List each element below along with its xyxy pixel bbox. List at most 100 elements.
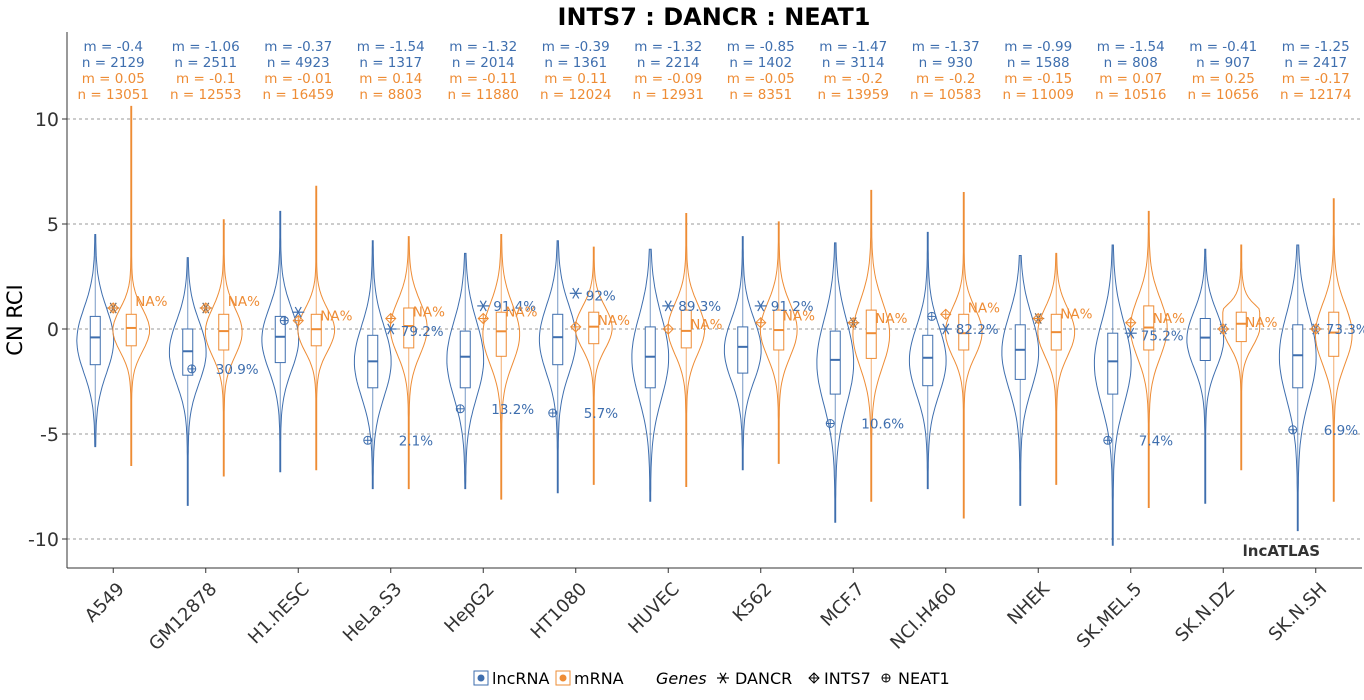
lncrna-box xyxy=(1107,332,1119,395)
neat1-marker xyxy=(1288,425,1298,435)
ints7-marker xyxy=(847,316,859,329)
ints7-marker xyxy=(1217,323,1229,335)
lncrna-percent-label: 91.2% xyxy=(771,299,814,315)
stat-label: m = 0.25 xyxy=(1192,71,1255,87)
stat-label: n = 1588 xyxy=(1007,55,1070,71)
ints7-marker xyxy=(940,308,952,321)
ints7-marker xyxy=(1310,323,1322,335)
stat-label: m = -0.41 xyxy=(1189,39,1257,55)
mrna-box xyxy=(495,311,507,357)
stat-label: m = -0.2 xyxy=(824,71,883,87)
stat-label: m = -0.99 xyxy=(1004,39,1072,55)
mrna-percent-label: NA% xyxy=(228,294,260,310)
lncrna-box xyxy=(829,330,841,395)
legend-label: mRNA xyxy=(574,669,624,688)
x-tick-label: SK.N.SH xyxy=(1265,579,1332,646)
stat-label: m = -1.37 xyxy=(912,39,980,55)
mrna-percent-label: NA% xyxy=(1060,307,1092,323)
ints7-marker xyxy=(200,302,212,314)
stat-label: m = 0.07 xyxy=(1099,71,1162,87)
stat-label: m = -0.1 xyxy=(176,71,235,87)
mrna-box xyxy=(588,311,600,345)
dancr-marker xyxy=(662,300,675,312)
stat-label: m = -0.85 xyxy=(727,39,795,55)
mrna-percent-label: NA% xyxy=(1245,315,1277,331)
stat-label: n = 1317 xyxy=(359,55,422,71)
x-tick-label: HepG2 xyxy=(440,579,498,637)
dancr-marker xyxy=(569,287,582,299)
legend-gene-label: INTS7 xyxy=(824,669,871,688)
dancr-marker xyxy=(292,306,305,318)
dancr-marker-stroke xyxy=(1127,327,1135,339)
stat-label: n = 808 xyxy=(1104,55,1158,71)
stat-label: m = -1.25 xyxy=(1282,39,1350,55)
neat1-marker xyxy=(1103,435,1113,445)
stat-label: m = -0.11 xyxy=(449,71,517,87)
mrna-box xyxy=(958,313,970,351)
stat-label: m = -1.32 xyxy=(634,39,702,55)
dancr-marker-stroke xyxy=(294,306,302,318)
x-tick-label: H1.hESC xyxy=(244,579,314,649)
x-tick-label: NHEK xyxy=(1003,578,1054,629)
lncrna-percent-label: 79.2% xyxy=(401,324,444,340)
stat-label: n = 2129 xyxy=(82,55,145,71)
dancr-marker xyxy=(477,300,490,312)
neat1-percent-label: 6.9% xyxy=(1324,423,1358,439)
lncrna-percent-label: 75.2% xyxy=(1141,328,1184,344)
mrna-box xyxy=(1235,311,1247,343)
x-tick-label: SK.MEL.5 xyxy=(1073,579,1147,653)
ints7-marker xyxy=(385,312,397,325)
watermark: lncATLAS xyxy=(1243,542,1320,560)
stat-label: n = 8351 xyxy=(729,87,792,103)
stat-label: m = -0.05 xyxy=(727,71,795,87)
stat-label: m = -1.32 xyxy=(449,39,517,55)
stat-label: m = -0.09 xyxy=(634,71,702,87)
y-tick-label: 0 xyxy=(47,319,59,341)
legend-neat1-marker xyxy=(881,673,891,683)
legend-dancr-marker xyxy=(717,672,729,684)
lncrna-percent-label: 73.3% xyxy=(1326,322,1364,338)
mrna-box xyxy=(1328,311,1340,357)
stat-label: n = 10516 xyxy=(1095,87,1166,103)
stat-label: n = 3114 xyxy=(822,55,885,71)
x-tick-label: A549 xyxy=(81,579,129,627)
stat-label: n = 907 xyxy=(1196,55,1250,71)
legend-label: lncRNA xyxy=(492,669,549,688)
stat-label: n = 930 xyxy=(919,55,973,71)
stat-label: n = 16459 xyxy=(263,87,334,103)
x-tick-label: HT1080 xyxy=(527,579,592,644)
stat-label: m = -1.54 xyxy=(1097,39,1165,55)
stat-label: m = -1.06 xyxy=(172,39,240,55)
dancr-marker xyxy=(754,300,767,312)
stat-label: n = 8803 xyxy=(359,87,422,103)
mrna-percent-label: NA% xyxy=(783,309,815,325)
ints7-marker xyxy=(662,323,674,335)
lncrna-box xyxy=(737,326,749,374)
lncrna-percent-label: 89.3% xyxy=(678,299,721,315)
stat-label: n = 10583 xyxy=(910,87,981,103)
stat-label: n = 11880 xyxy=(448,87,519,103)
legend-gene-label: DANCR xyxy=(735,669,792,688)
stat-label: n = 1361 xyxy=(544,55,607,71)
stat-label: m = -0.2 xyxy=(916,71,975,87)
x-tick-label: HeLa.S3 xyxy=(339,579,406,646)
stat-label: m = -1.47 xyxy=(819,39,887,55)
ints7-marker xyxy=(107,302,119,314)
stat-label: m = -0.37 xyxy=(264,39,332,55)
stat-label: n = 11009 xyxy=(1003,87,1074,103)
mrna-percent-label: NA% xyxy=(413,305,445,321)
lncrna-box xyxy=(459,330,471,389)
x-tick-label: MCF.7 xyxy=(817,579,869,631)
dancr-marker xyxy=(939,323,952,335)
lncrna-box xyxy=(922,334,934,387)
neat1-percent-label: 7.4% xyxy=(1139,433,1173,449)
neat1-percent-label: 2.1% xyxy=(399,433,433,449)
stat-label: n = 12024 xyxy=(540,87,611,103)
mrna-box xyxy=(865,309,877,359)
neat1-percent-label: 13.2% xyxy=(491,402,534,418)
stat-label: m = -0.01 xyxy=(264,71,332,87)
y-tick-label: 5 xyxy=(47,214,59,236)
neat1-marker xyxy=(455,404,465,414)
mrna-box xyxy=(403,307,415,349)
